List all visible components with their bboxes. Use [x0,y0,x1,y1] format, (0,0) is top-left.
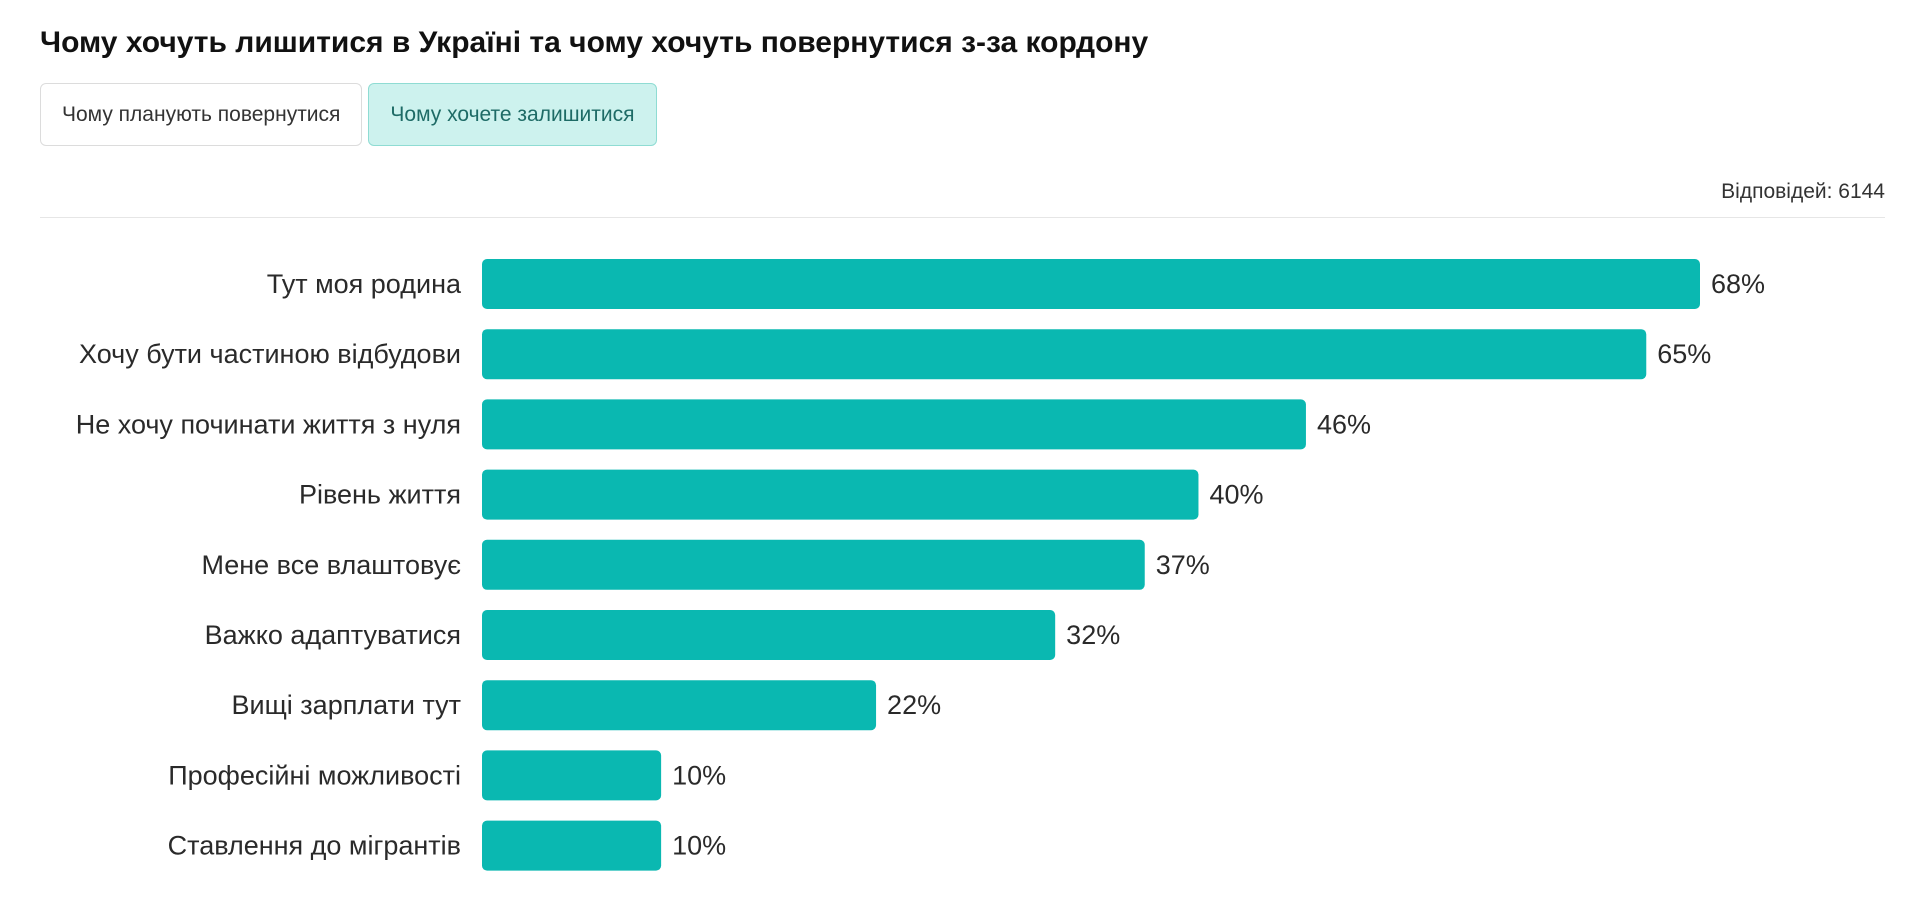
value-label: 65% [1657,339,1711,369]
bar[interactable] [482,329,1647,380]
bar[interactable] [482,399,1306,450]
bar[interactable] [482,610,1056,660]
tab-want-stay[interactable]: Чому хочете залишитися [368,83,657,146]
category-label: Ставлення до мігрантів [168,831,461,861]
category-label: Не хочу починати життя з нуля [76,409,461,439]
category-label: Рівень життя [299,480,461,510]
category-label: Професійні можливості [168,760,461,790]
value-label: 68% [1711,269,1765,299]
bar[interactable] [482,259,1700,309]
value-label: 32% [1066,620,1120,650]
category-label: Хочу бути частиною відбудови [79,339,461,369]
value-label: 22% [887,690,941,720]
bar[interactable] [482,680,877,731]
bar[interactable] [482,750,662,801]
tab-plan-return[interactable]: Чому планують повернутися [40,83,363,146]
value-label: 37% [1156,550,1210,580]
bar[interactable] [482,469,1199,520]
value-label: 10% [672,760,726,790]
category-label: Тут моя родина [267,269,462,299]
bar[interactable] [482,539,1145,590]
divider [40,217,1885,218]
category-label: Мене все влаштовує [201,550,461,580]
value-label: 10% [672,831,726,861]
value-label: 40% [1209,480,1263,510]
value-label: 46% [1317,409,1371,439]
category-label: Важко адаптуватися [205,620,461,650]
chart-page: Чому хочуть лишитися в Україні та чому х… [40,0,1885,909]
category-label: Вищі зарплати тут [232,690,462,720]
bar[interactable] [482,820,662,871]
page-title: Чому хочуть лишитися в Україні та чому х… [40,26,1149,59]
bar-chart: Тут моя родина 68% Хочу бути частиною відб… [76,259,1765,871]
tab-bar: Чому планують повернутися Чому хочете за… [40,83,663,146]
responses-count: Відповідей: 6144 [1721,180,1885,203]
